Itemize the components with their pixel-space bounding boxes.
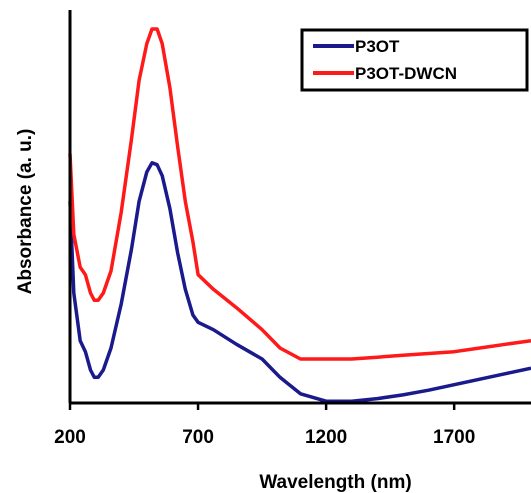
x-tick-label: 1200: [305, 427, 347, 448]
x-tick-label: 1700: [433, 427, 475, 448]
series-line-p3ot-dwcn: [68, 27, 531, 361]
plot-area: [68, 27, 531, 403]
y-axis-title: Absorbance (a. u.): [15, 129, 36, 295]
legend-label-p3ot: P3OT: [355, 37, 400, 56]
x-tick-label: 200: [54, 427, 86, 448]
series-line-p3ot: [68, 161, 531, 403]
x-tick-label: 700: [182, 427, 214, 448]
legend: P3OT P3OT-DWCN: [300, 28, 529, 92]
x-ticks: 200 700 1200 1700: [54, 403, 475, 448]
x-axis-title: Wavelength (nm): [259, 472, 411, 493]
legend-box: [300, 28, 529, 92]
legend-label-p3ot-dwcn: P3OT-DWCN: [355, 64, 457, 83]
